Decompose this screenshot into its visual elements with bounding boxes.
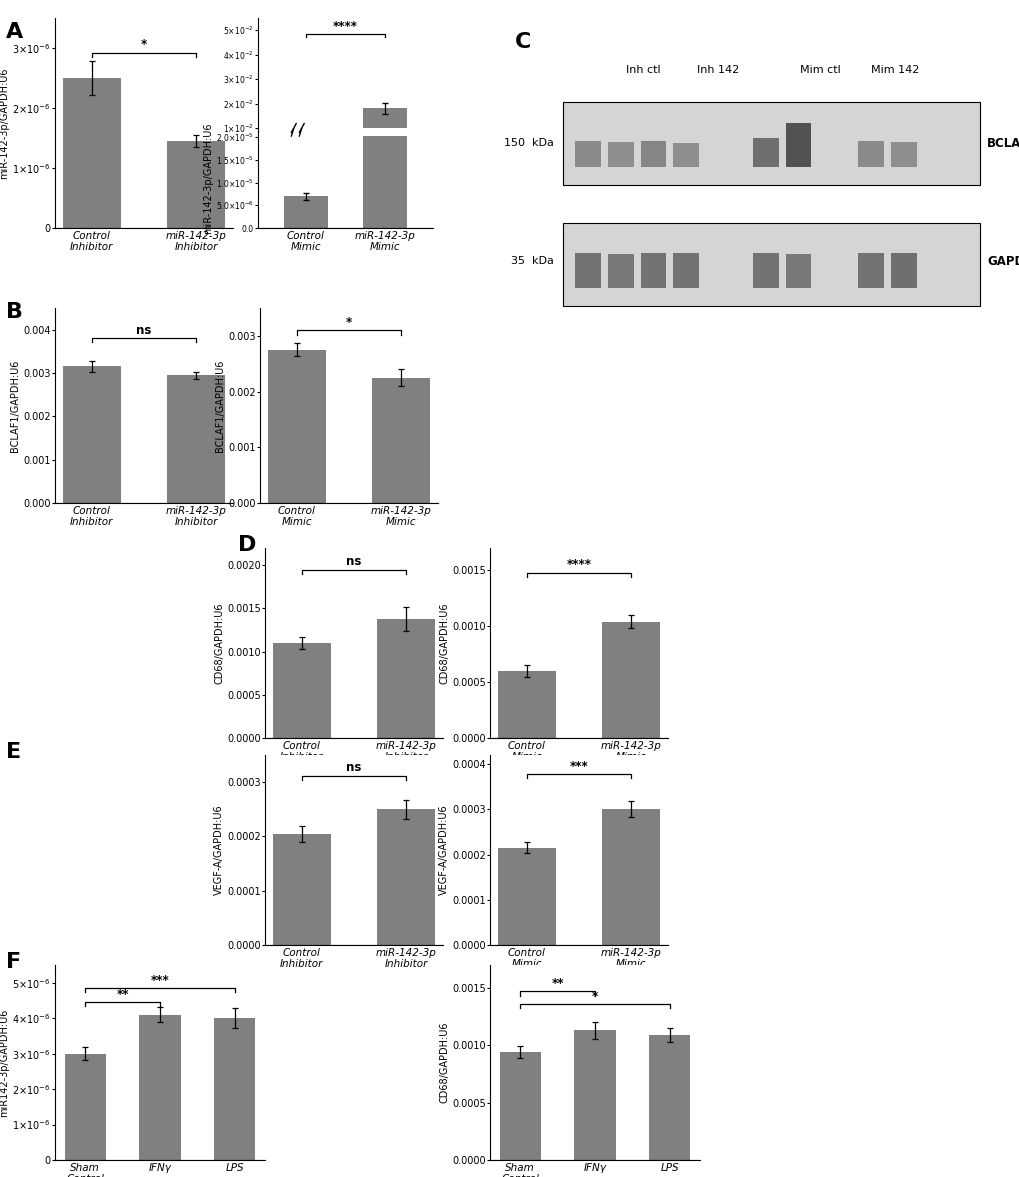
Y-axis label: VEGF-A/GAPDH:U6: VEGF-A/GAPDH:U6 xyxy=(439,805,448,896)
Text: ****: **** xyxy=(332,20,358,33)
Bar xyxy=(640,253,665,288)
Bar xyxy=(607,142,633,167)
Bar xyxy=(673,253,698,288)
Bar xyxy=(640,140,665,167)
Bar xyxy=(857,253,883,288)
Bar xyxy=(785,254,811,288)
Bar xyxy=(574,1030,615,1161)
Text: *: * xyxy=(141,39,147,52)
Bar xyxy=(857,140,883,167)
Text: C: C xyxy=(515,32,531,52)
Bar xyxy=(673,142,698,167)
Text: Mim ctl: Mim ctl xyxy=(800,66,841,75)
Text: Mim 142: Mim 142 xyxy=(870,66,919,75)
Bar xyxy=(891,253,916,288)
Y-axis label: BCLAF1/GAPDH:U6: BCLAF1/GAPDH:U6 xyxy=(215,359,225,452)
Bar xyxy=(63,78,120,228)
Y-axis label: miR-142-3p/GAPDH:U6: miR-142-3p/GAPDH:U6 xyxy=(203,122,213,234)
Text: B: B xyxy=(6,302,23,322)
Y-axis label: BCLAF1/GAPDH:U6: BCLAF1/GAPDH:U6 xyxy=(10,359,20,452)
Text: ***: *** xyxy=(151,973,169,986)
Text: GAPDH: GAPDH xyxy=(986,255,1019,268)
Text: F: F xyxy=(6,952,21,972)
Text: *: * xyxy=(345,315,352,330)
Bar xyxy=(372,378,429,503)
Text: BCLAF1: BCLAF1 xyxy=(986,137,1019,149)
Bar xyxy=(752,253,777,288)
Bar xyxy=(214,1018,255,1161)
Text: ****: **** xyxy=(566,558,591,571)
Text: **: ** xyxy=(551,977,564,990)
Bar xyxy=(785,122,811,167)
Bar xyxy=(63,366,120,503)
Bar xyxy=(283,197,327,228)
Bar xyxy=(607,254,633,288)
Text: A: A xyxy=(6,22,23,42)
Text: ns: ns xyxy=(346,762,362,774)
Text: **: ** xyxy=(116,988,128,1002)
Text: Inh ctl: Inh ctl xyxy=(625,66,659,75)
Y-axis label: CD68/GAPDH:U6: CD68/GAPDH:U6 xyxy=(439,1022,448,1103)
Text: 150  kDa: 150 kDa xyxy=(503,139,553,148)
Bar xyxy=(602,810,659,945)
Bar xyxy=(363,108,407,153)
Bar xyxy=(167,375,224,503)
Y-axis label: miR-142-3p/GAPDH:U6: miR-142-3p/GAPDH:U6 xyxy=(0,67,9,179)
Bar xyxy=(575,140,600,167)
Bar xyxy=(562,224,979,306)
Text: Inh 142: Inh 142 xyxy=(696,66,738,75)
Bar xyxy=(268,350,325,503)
Text: ns: ns xyxy=(346,556,362,568)
Y-axis label: VEGF-A/GAPDH:U6: VEGF-A/GAPDH:U6 xyxy=(214,805,224,896)
Bar xyxy=(273,643,330,738)
Bar xyxy=(497,847,555,945)
Bar xyxy=(377,810,434,945)
Bar xyxy=(891,142,916,167)
Bar xyxy=(752,138,777,167)
Bar xyxy=(649,1035,690,1161)
Bar xyxy=(273,833,330,945)
Y-axis label: CD68/GAPDH:U6: CD68/GAPDH:U6 xyxy=(214,603,224,684)
Y-axis label: CD68/GAPDH:U6: CD68/GAPDH:U6 xyxy=(439,603,448,684)
Text: E: E xyxy=(6,742,21,762)
Text: D: D xyxy=(237,536,256,556)
Y-axis label: miR142-3p/GAPDH:U6: miR142-3p/GAPDH:U6 xyxy=(0,1009,9,1117)
Bar xyxy=(140,1015,180,1161)
Bar xyxy=(377,619,434,738)
Text: *: * xyxy=(591,990,597,1003)
Bar xyxy=(562,102,979,185)
Bar xyxy=(499,1052,540,1161)
Text: 35  kDa: 35 kDa xyxy=(511,257,553,266)
Bar xyxy=(363,137,407,228)
Text: ns: ns xyxy=(137,324,152,337)
Text: ***: *** xyxy=(569,759,588,773)
Bar xyxy=(167,141,224,228)
Bar xyxy=(602,621,659,738)
Bar xyxy=(497,671,555,738)
Bar xyxy=(575,253,600,288)
Bar xyxy=(64,1053,106,1161)
